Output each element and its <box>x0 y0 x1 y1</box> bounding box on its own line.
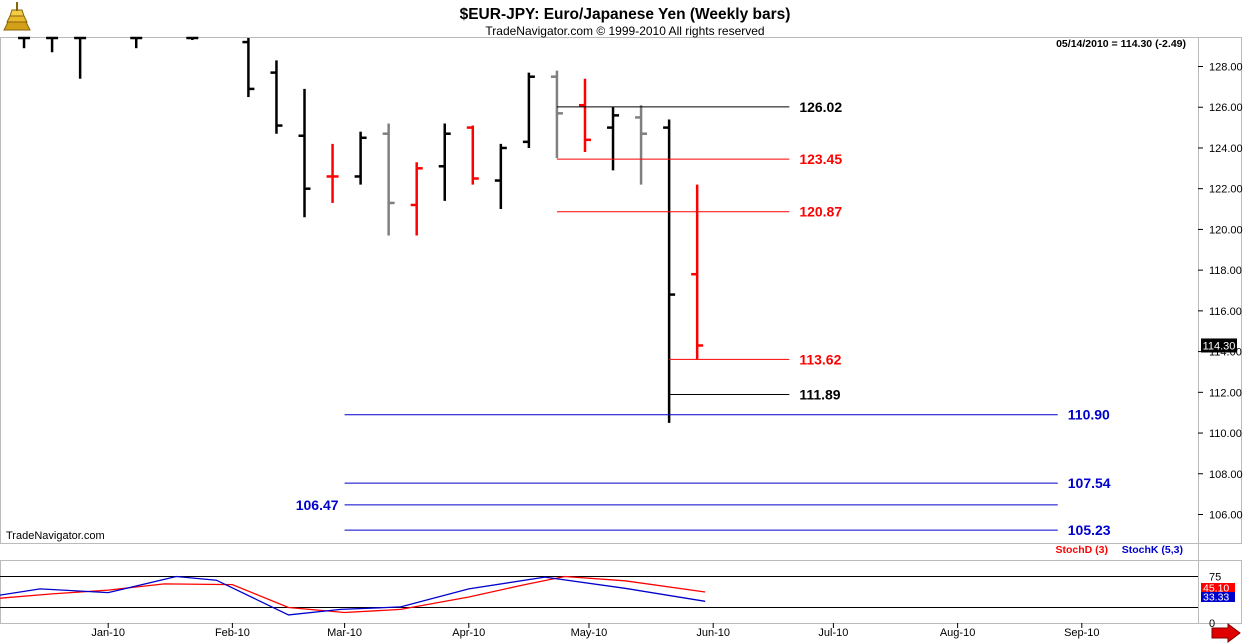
level-label: 111.89 <box>799 387 840 403</box>
scroll-right-icon[interactable] <box>1211 623 1241 643</box>
stoch-panel-frame <box>0 560 1242 624</box>
level-label: 126.02 <box>799 99 842 115</box>
ohlc-bar <box>663 119 676 423</box>
stoch-last-value-marker <box>1201 583 1235 593</box>
ohlc-bar <box>607 107 620 171</box>
level-label: 107.54 <box>1068 475 1111 491</box>
logo-icon <box>3 2 31 31</box>
time-tick-label: May-10 <box>571 627 608 639</box>
stoch-tick-label: 75 <box>1209 572 1221 584</box>
level-label: 106.47 <box>296 497 339 513</box>
price-tick-label: 128.00 <box>1209 62 1243 74</box>
ohlc-bar <box>410 162 423 236</box>
price-tick-label: 106.00 <box>1209 509 1243 521</box>
ohlc-bar <box>186 36 199 41</box>
chart-subtitle: TradeNavigator.com © 1999-2010 All right… <box>485 24 764 38</box>
stoch-series-line <box>0 575 706 616</box>
ohlc-bar <box>691 184 704 360</box>
legend-stoch-d: StochD (3) <box>1056 544 1109 556</box>
watermark: TradeNavigator.com <box>6 530 105 542</box>
ohlc-bar <box>438 123 451 201</box>
ohlc-bar <box>354 131 367 185</box>
price-tick-label: 120.00 <box>1209 224 1243 236</box>
price-tick-label: 108.00 <box>1209 469 1243 481</box>
ohlc-bar <box>46 36 59 53</box>
ohlc-bar <box>466 125 479 185</box>
level-label: 105.23 <box>1068 522 1111 538</box>
ohlc-bar <box>326 143 339 203</box>
time-tick-label: Mar-10 <box>327 627 362 639</box>
ohlc-bar <box>635 105 648 185</box>
ohlc-bar <box>578 78 591 153</box>
price-panel-frame <box>0 37 1242 544</box>
ohlc-bar <box>270 60 283 134</box>
level-label: 110.90 <box>1068 407 1110 423</box>
price-tick-label: 122.00 <box>1209 184 1243 196</box>
stoch-last-value-label: 33.33 <box>1203 592 1229 604</box>
ohlc-bar <box>242 38 255 98</box>
stoch-tick-label: 0 <box>1209 618 1215 630</box>
ohlc-bar <box>74 36 87 79</box>
stoch-last-value-label: 45.10 <box>1203 583 1229 595</box>
time-tick-label: Jun-10 <box>696 627 730 639</box>
price-tick-label: 116.00 <box>1209 306 1242 318</box>
ohlc-bar <box>382 123 395 236</box>
time-tick-label: Apr-10 <box>452 627 485 639</box>
time-tick-label: Jul-10 <box>818 627 848 639</box>
price-tick-label: 118.00 <box>1209 265 1242 277</box>
time-tick-label: Feb-10 <box>215 627 250 639</box>
ohlc-bar <box>298 88 311 218</box>
time-tick-label: Aug-10 <box>940 627 975 639</box>
last-price-status: 05/14/2010 = 114.30 (-2.49) <box>1056 38 1186 50</box>
legend-stoch-k: StochK (5,3) <box>1122 544 1183 556</box>
ohlc-bar <box>18 36 31 49</box>
time-tick-label: Jan-10 <box>91 627 125 639</box>
price-tick-label: 110.00 <box>1209 428 1242 440</box>
ohlc-bar <box>522 72 535 148</box>
ohlc-bar <box>550 70 563 159</box>
price-tick-label: 126.00 <box>1209 102 1243 114</box>
price-tick-label: 124.00 <box>1209 143 1243 155</box>
last-price-label: 114.30 <box>1203 340 1236 352</box>
level-label: 123.45 <box>799 151 842 167</box>
chart-title: $EUR-JPY: Euro/Japanese Yen (Weekly bars… <box>460 6 791 23</box>
time-tick-label: Sep-10 <box>1064 627 1099 639</box>
price-plot: 128.00 126.00 124.00 122.00 120.00 118.00 116.… <box>18 36 1243 538</box>
stoch-last-value-marker <box>1201 592 1235 602</box>
price-tick-label: 112.00 <box>1209 387 1242 399</box>
last-price-marker <box>1201 338 1237 353</box>
level-label: 113.62 <box>799 351 841 367</box>
ohlc-bar <box>494 143 507 210</box>
level-label: 120.87 <box>799 204 842 220</box>
time-axis: Jan-10 Feb-10 Mar-10 Apr-10 May-10 Jun-10 Jul-… <box>91 623 1100 639</box>
stoch-series-line <box>0 575 706 614</box>
ohlc-bar <box>130 36 143 49</box>
